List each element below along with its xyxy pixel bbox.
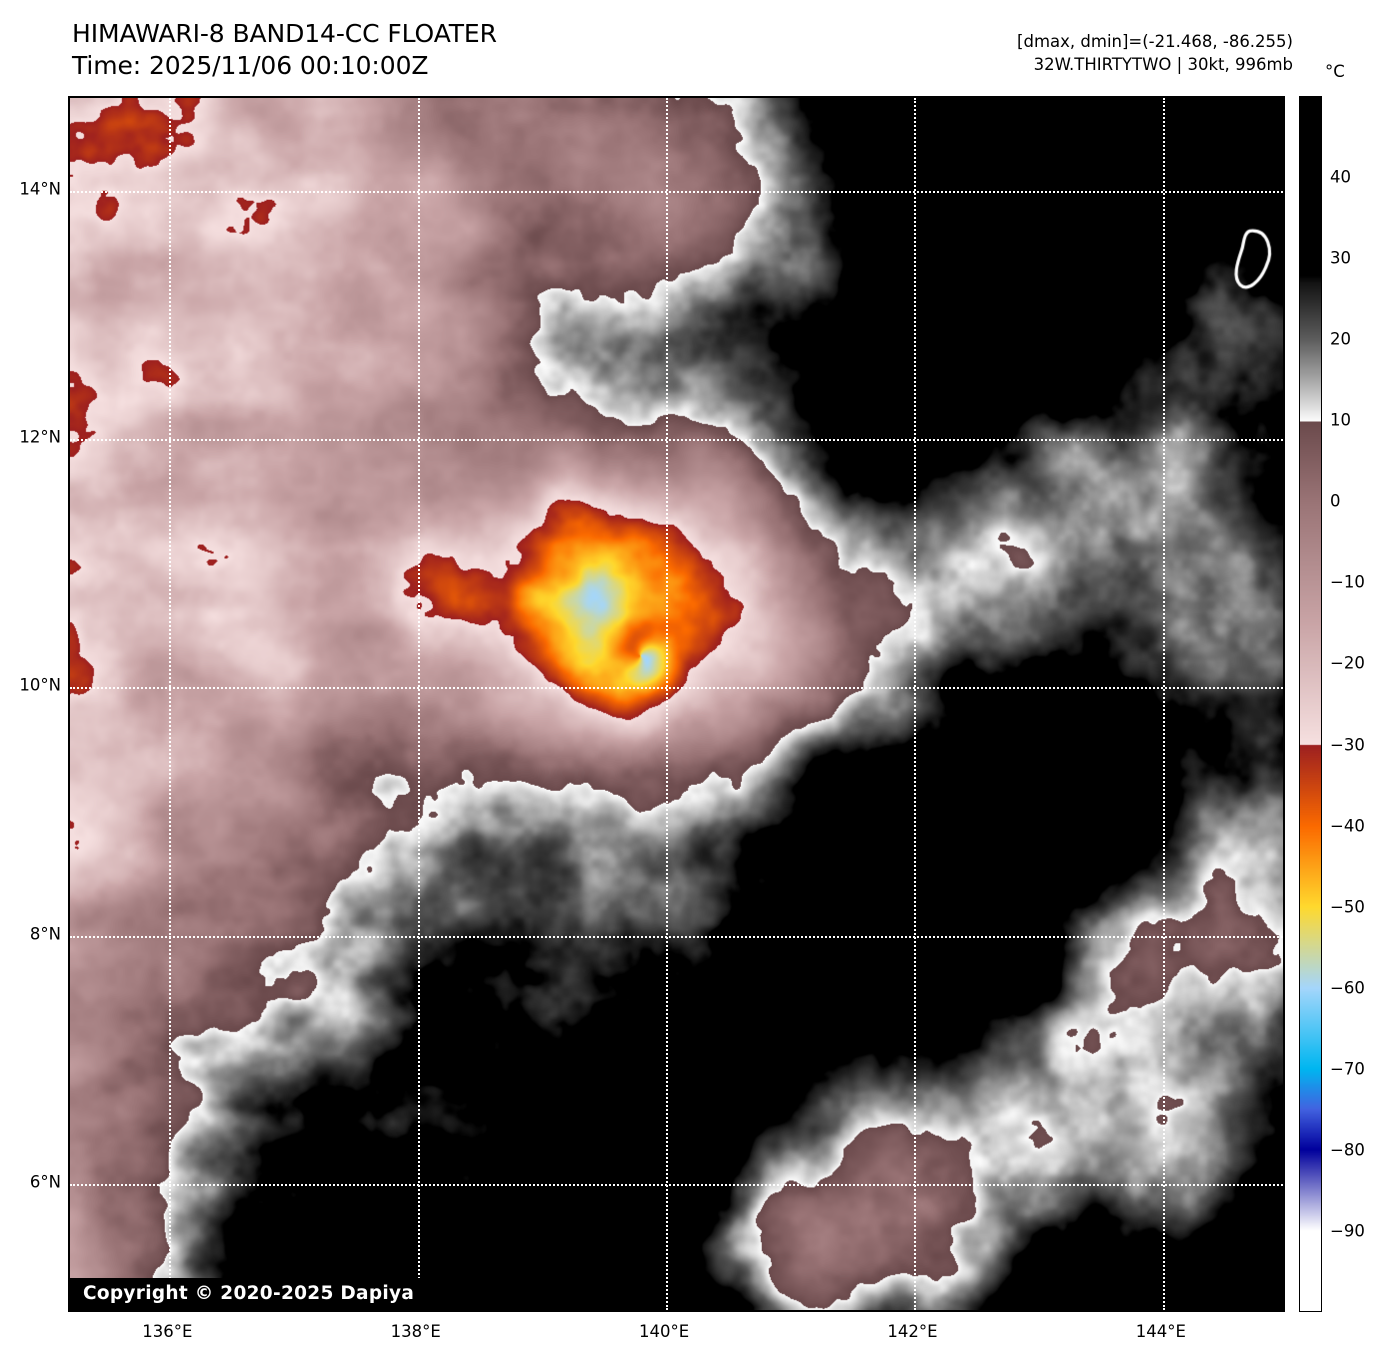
colorbar-tick-label: −80	[1330, 1140, 1365, 1160]
colorbar-tick-label: 10	[1330, 410, 1351, 430]
copyright-label: Copyright © 2020-2025 Dapiya	[70, 1278, 428, 1310]
colorbar-tick-label: −10	[1330, 572, 1365, 592]
satellite-image-plot: Copyright © 2020-2025 Dapiya	[68, 96, 1285, 1312]
colorbar-tick-label: −60	[1330, 978, 1365, 998]
colorbar-unit-label: °C	[1325, 62, 1345, 81]
latitude-tick-label: 8°N	[29, 924, 61, 944]
longitude-tick-label: 136°E	[142, 1322, 193, 1341]
colorbar-tick-label: 40	[1330, 167, 1351, 187]
colorbar-tick-label: −70	[1330, 1059, 1365, 1079]
title-block: HIMAWARI-8 BAND14-CC FLOATER Time: 2025/…	[72, 18, 497, 82]
colorbar-tick-label: −20	[1330, 653, 1365, 673]
page-title: HIMAWARI-8 BAND14-CC FLOATER	[72, 19, 497, 48]
timestamp-label: Time: 2025/11/06 00:10:00Z	[72, 51, 429, 80]
latitude-tick-label: 10°N	[19, 675, 61, 695]
colorbar-tick-label: −50	[1330, 897, 1365, 917]
latitude-tick-label: 6°N	[29, 1172, 61, 1192]
colorbar-tick-label: 0	[1330, 491, 1341, 511]
longitude-tick-label: 142°E	[887, 1322, 938, 1341]
data-range-label: [dmax, dmin]=(-21.468, -86.255)	[1017, 32, 1293, 51]
colorbar-tick-label: −40	[1330, 816, 1365, 836]
latitude-tick-label: 12°N	[19, 427, 61, 447]
storm-info-label: 32W.THIRTYTWO | 30kt, 996mb	[1033, 55, 1293, 74]
metadata-block: [dmax, dmin]=(-21.468, -86.255) 32W.THIR…	[1017, 30, 1293, 76]
latitude-tick-label: 14°N	[19, 179, 61, 199]
longitude-tick-label: 144°E	[1135, 1322, 1186, 1341]
satellite-imagery-canvas	[70, 98, 1283, 1310]
colorbar-tick-label: −90	[1330, 1221, 1365, 1241]
temperature-colorbar	[1299, 96, 1322, 1312]
colorbar-tick-label: 30	[1330, 248, 1351, 268]
longitude-tick-label: 138°E	[390, 1322, 441, 1341]
colorbar-tick-label: −30	[1330, 735, 1365, 755]
longitude-tick-label: 140°E	[638, 1322, 690, 1341]
colorbar-canvas	[1300, 97, 1321, 1311]
colorbar-tick-label: 20	[1330, 329, 1351, 349]
